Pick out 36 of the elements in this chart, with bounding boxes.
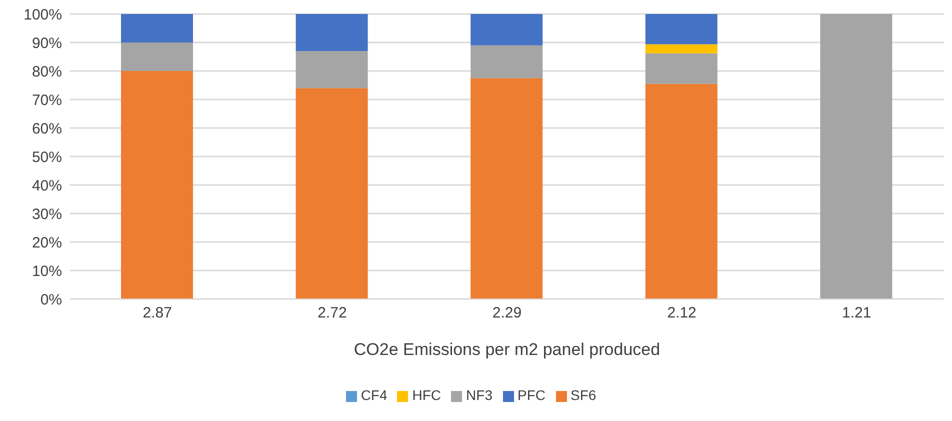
legend-label: CF4 bbox=[360, 387, 388, 403]
legend-label: PFC bbox=[518, 387, 546, 403]
legend-label: NF3 bbox=[466, 387, 492, 403]
x-axis-title: CO2e Emissions per m2 panel produced bbox=[354, 340, 660, 359]
y-tick-label: 90% bbox=[32, 34, 62, 52]
y-tick-label: 40% bbox=[32, 177, 62, 194]
y-tick-label: 100% bbox=[24, 6, 62, 24]
y-tick-label: 60% bbox=[32, 120, 62, 138]
y-tick-label: 70% bbox=[32, 92, 62, 109]
bar bbox=[470, 78, 543, 299]
y-tick-label: 20% bbox=[32, 234, 62, 252]
legend-label: SF6 bbox=[570, 387, 596, 403]
bar bbox=[645, 53, 718, 84]
bar bbox=[820, 14, 892, 299]
bar bbox=[645, 84, 718, 299]
y-tick-label: 30% bbox=[32, 206, 62, 223]
y-tick-label: 10% bbox=[32, 262, 62, 280]
bar bbox=[296, 88, 368, 299]
bar bbox=[470, 14, 543, 46]
legend-label: HFC bbox=[412, 387, 442, 403]
y-tick-label: 50% bbox=[32, 148, 62, 166]
bar bbox=[296, 14, 368, 52]
bar bbox=[470, 45, 543, 78]
bar bbox=[121, 42, 193, 71]
bar bbox=[296, 51, 368, 88]
x-tick-label: 1.21 bbox=[842, 304, 872, 322]
x-tick-label: 2.72 bbox=[318, 304, 347, 322]
bar bbox=[121, 71, 193, 299]
bar bbox=[645, 14, 718, 44]
y-tick-label: 80% bbox=[32, 63, 62, 80]
bar bbox=[121, 14, 193, 42]
x-tick-label: 2.12 bbox=[667, 304, 696, 322]
x-tick-label: 2.87 bbox=[142, 304, 172, 322]
y-tick-label: 0% bbox=[40, 291, 62, 308]
bar bbox=[645, 44, 718, 54]
x-tick-label: 2.29 bbox=[492, 304, 522, 322]
